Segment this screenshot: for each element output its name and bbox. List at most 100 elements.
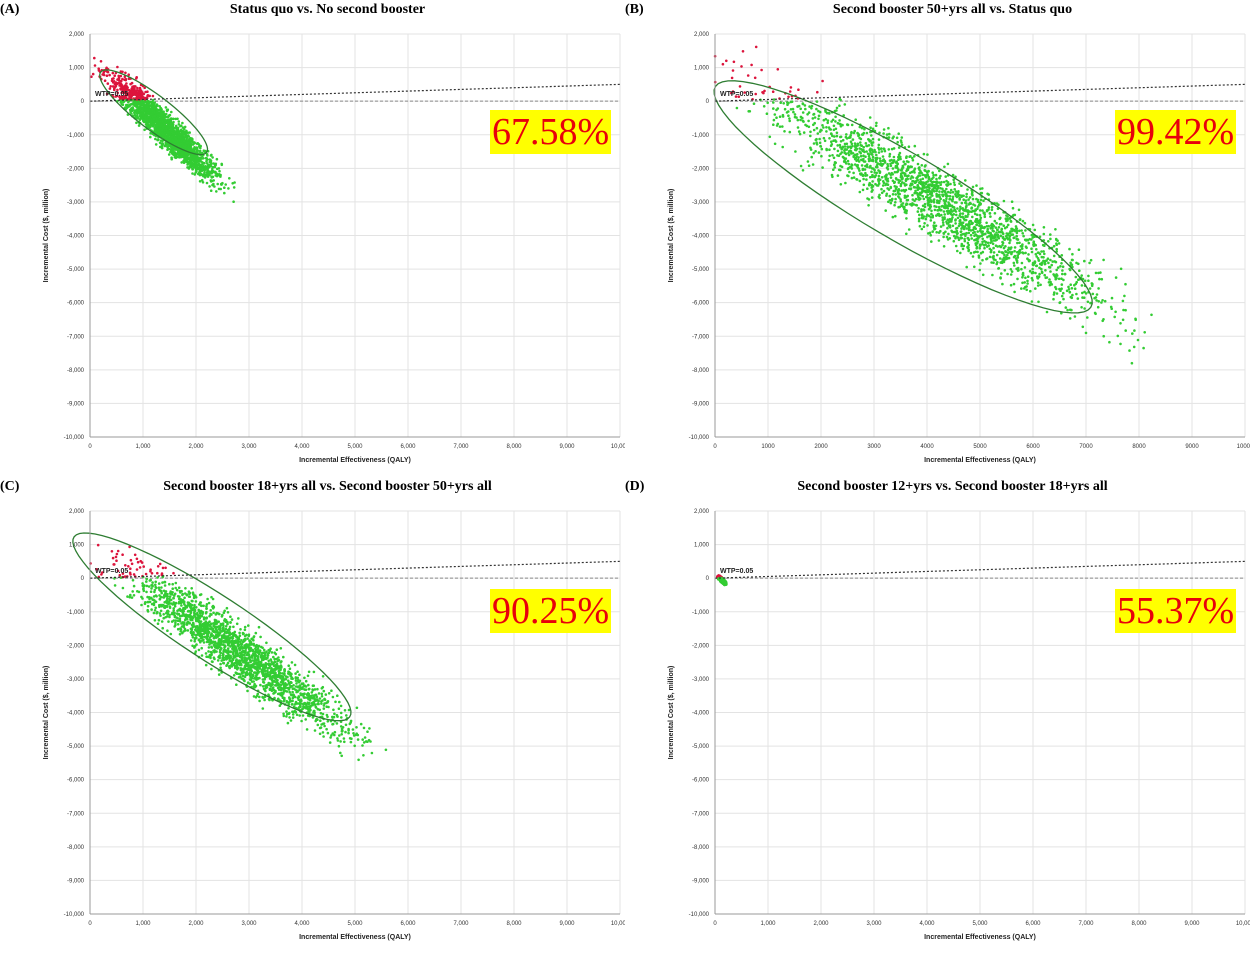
green-point bbox=[798, 132, 802, 136]
green-point bbox=[971, 228, 975, 232]
green-point bbox=[918, 166, 921, 169]
green-point bbox=[939, 183, 942, 186]
green-point bbox=[888, 194, 891, 198]
x-tick-label: 3,000 bbox=[241, 444, 257, 450]
green-point bbox=[967, 213, 970, 216]
green-point bbox=[869, 139, 872, 143]
green-point bbox=[1015, 267, 1018, 271]
green-point bbox=[1002, 238, 1006, 241]
green-point bbox=[885, 133, 889, 136]
green-point bbox=[894, 201, 897, 204]
red-point bbox=[119, 95, 122, 99]
green-point bbox=[1012, 282, 1016, 286]
green-point bbox=[205, 603, 209, 606]
green-point bbox=[188, 165, 191, 168]
red-point bbox=[129, 92, 133, 95]
green-point bbox=[804, 107, 807, 111]
green-point bbox=[200, 165, 203, 169]
green-point bbox=[978, 268, 981, 272]
green-point bbox=[221, 181, 224, 185]
green-point bbox=[863, 160, 867, 163]
green-point bbox=[171, 131, 174, 134]
green-point bbox=[182, 132, 185, 136]
green-point bbox=[954, 236, 957, 240]
green-point bbox=[886, 162, 889, 166]
green-point bbox=[1065, 289, 1069, 293]
green-point bbox=[858, 190, 862, 194]
green-point bbox=[1024, 245, 1028, 248]
y-axis-title: Incremental Cost ($, million) bbox=[668, 189, 675, 283]
green-point bbox=[1006, 248, 1010, 252]
green-point bbox=[1043, 244, 1046, 247]
green-point bbox=[159, 609, 163, 613]
green-point bbox=[918, 171, 921, 175]
red-point bbox=[787, 95, 790, 99]
green-point bbox=[882, 132, 885, 135]
green-point bbox=[135, 121, 138, 125]
green-point bbox=[871, 173, 874, 177]
green-point bbox=[164, 134, 167, 138]
green-point bbox=[983, 225, 986, 229]
green-point bbox=[1029, 289, 1032, 293]
green-point bbox=[1015, 227, 1018, 230]
green-point bbox=[1042, 259, 1045, 263]
green-point bbox=[331, 695, 335, 699]
red-point bbox=[132, 573, 136, 576]
green-point bbox=[975, 217, 979, 221]
green-point bbox=[163, 131, 166, 134]
green-point bbox=[877, 195, 881, 199]
green-point bbox=[215, 167, 219, 171]
green-point bbox=[843, 103, 847, 106]
red-point bbox=[753, 76, 757, 80]
green-point bbox=[903, 182, 906, 185]
green-point bbox=[889, 164, 893, 168]
green-point bbox=[935, 199, 939, 202]
green-point bbox=[187, 138, 191, 141]
green-point bbox=[312, 670, 316, 674]
green-point bbox=[966, 241, 970, 245]
green-point bbox=[899, 139, 903, 142]
green-point bbox=[862, 145, 865, 149]
green-point bbox=[920, 188, 923, 191]
green-point bbox=[1136, 338, 1140, 342]
green-point bbox=[1049, 258, 1052, 262]
green-point bbox=[1084, 331, 1088, 335]
green-point bbox=[959, 236, 963, 239]
green-point bbox=[927, 190, 930, 193]
red-point bbox=[106, 82, 110, 85]
red-point bbox=[116, 91, 119, 95]
green-point bbox=[772, 118, 776, 122]
green-point bbox=[1087, 279, 1090, 283]
green-point bbox=[189, 142, 193, 145]
green-point bbox=[943, 190, 947, 193]
green-point bbox=[1010, 252, 1013, 256]
green-point bbox=[891, 193, 895, 196]
green-point bbox=[835, 131, 839, 135]
green-point bbox=[979, 203, 982, 206]
green-point bbox=[846, 145, 849, 148]
green-point bbox=[976, 200, 980, 204]
green-point bbox=[170, 129, 174, 132]
green-point bbox=[935, 231, 938, 234]
y-tick-label: 1,000 bbox=[694, 66, 710, 72]
red-point bbox=[117, 76, 121, 80]
green-point bbox=[905, 232, 908, 236]
green-point bbox=[227, 187, 230, 190]
green-point bbox=[1124, 282, 1127, 286]
green-point bbox=[793, 113, 797, 116]
green-point bbox=[303, 676, 306, 680]
green-point bbox=[1006, 253, 1009, 257]
green-point bbox=[942, 180, 946, 184]
red-point bbox=[150, 572, 154, 575]
green-point bbox=[177, 153, 180, 157]
green-point bbox=[946, 181, 950, 184]
green-point bbox=[863, 127, 866, 131]
green-point bbox=[1016, 269, 1020, 272]
green-point bbox=[1021, 232, 1024, 235]
green-point bbox=[1059, 265, 1062, 268]
green-point bbox=[1062, 297, 1065, 301]
green-point bbox=[1124, 329, 1127, 332]
green-point bbox=[993, 219, 997, 223]
x-tick-label: 8000 bbox=[1132, 444, 1146, 450]
green-point bbox=[1045, 310, 1049, 314]
